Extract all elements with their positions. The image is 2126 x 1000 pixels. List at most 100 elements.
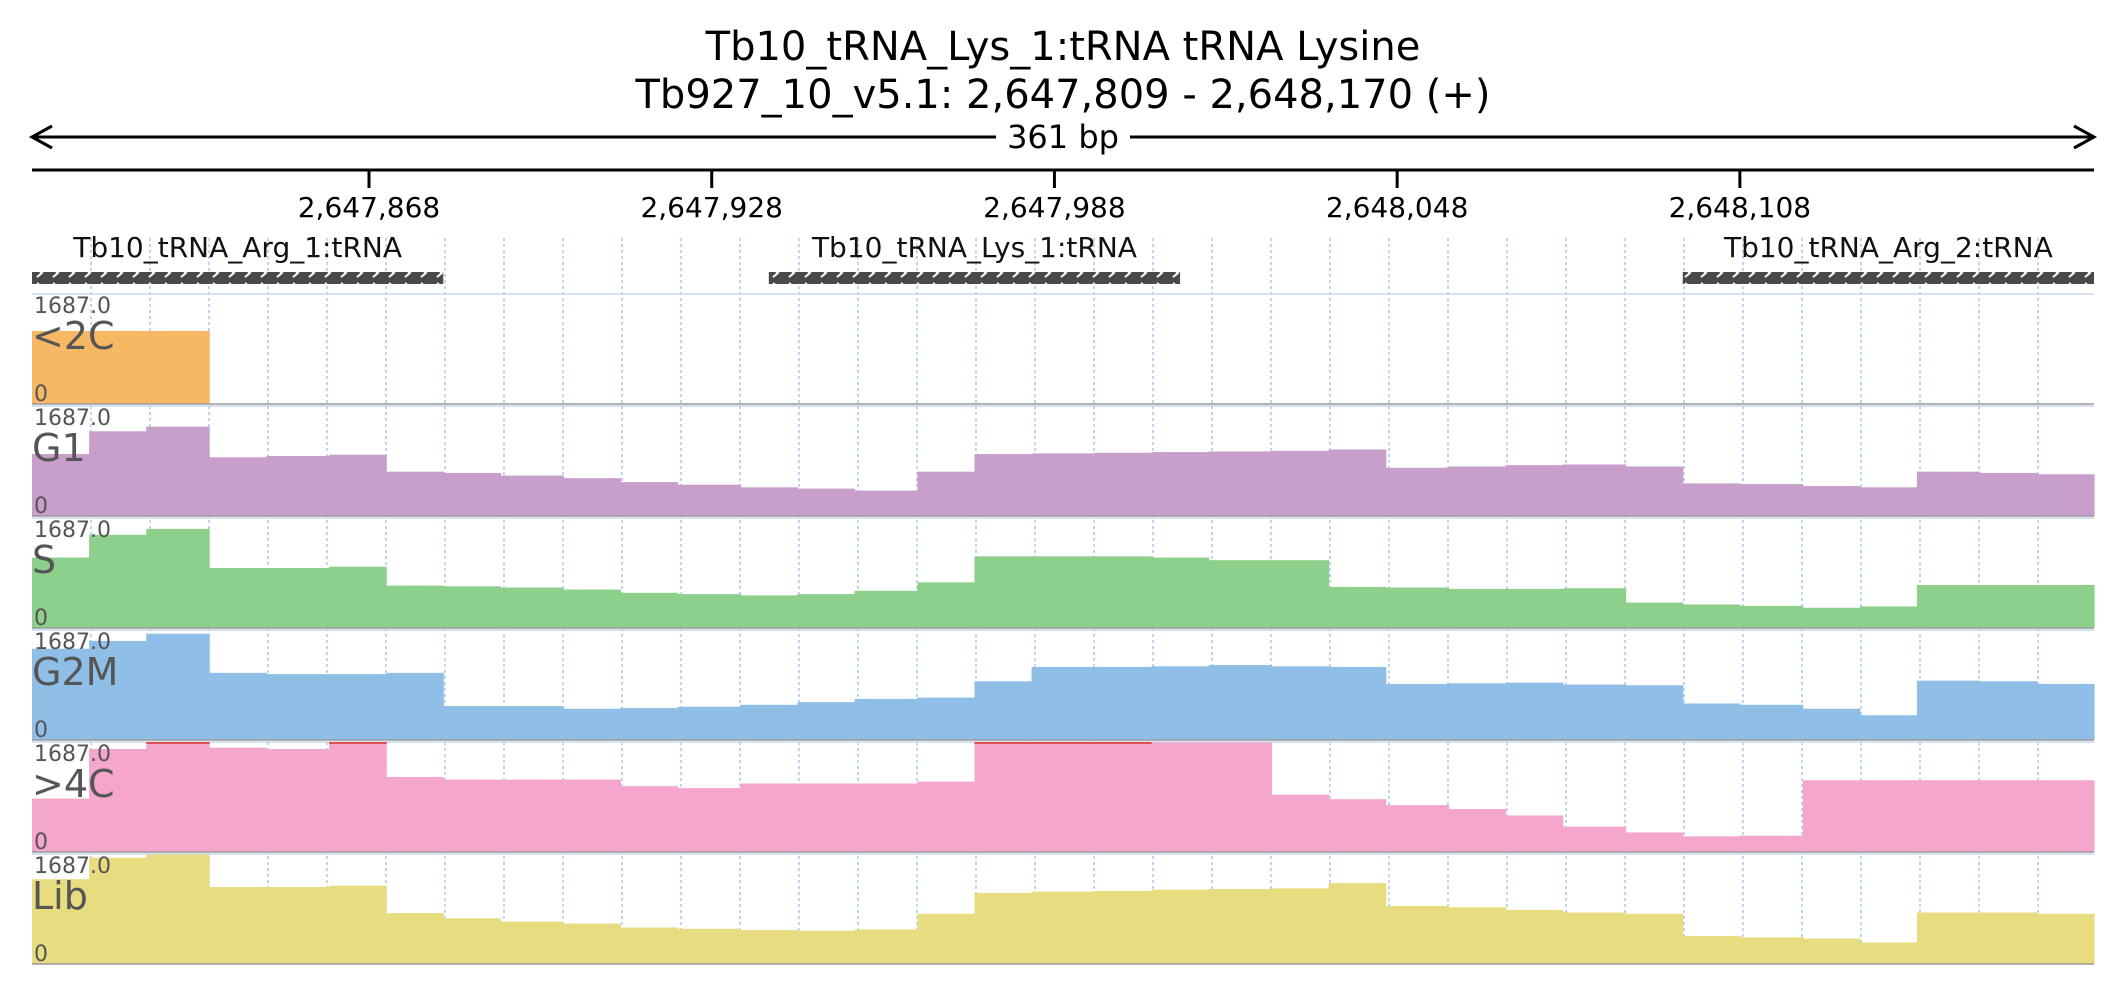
coverage-bar [89, 857, 147, 964]
coverage-bar [1208, 742, 1273, 852]
coverage-bar [974, 556, 1033, 628]
coverage-bar [740, 930, 798, 964]
coverage-bar [32, 879, 90, 964]
coverage-bar [1271, 560, 1330, 628]
coverage-bar [2036, 474, 2095, 516]
coverage-bar [1625, 832, 1684, 852]
coverage-bar [1448, 466, 1507, 516]
coverage-bar [1979, 681, 2038, 740]
coverage-bar [89, 748, 147, 852]
coverage-bar [209, 747, 267, 852]
feature-item[interactable]: Tb10_tRNA_Arg_2:tRNA [1682, 231, 2094, 284]
coverage-bar [917, 582, 976, 628]
coverage-bar [1328, 799, 1387, 852]
track-name: S [32, 538, 56, 582]
coverage-bar [1802, 708, 1861, 740]
coverage-bar [386, 777, 444, 852]
coverage-bar [209, 457, 267, 516]
coverage-bar [1625, 685, 1684, 740]
coverage-bar [32, 648, 90, 740]
coverage-bar [1505, 909, 1564, 964]
coverage-bar [1739, 484, 1804, 516]
coverage-bar [1385, 467, 1450, 516]
coverage-bar [1151, 666, 1210, 740]
feature-track: Tb10_tRNA_Arg_1:tRNA Tb10_tRNA_Lys_1:tRNA… [32, 231, 2094, 284]
coverage-bar [1094, 556, 1153, 628]
feature-item[interactable]: Tb10_tRNA_Arg_1:tRNA [32, 231, 444, 284]
coverage-bar [1271, 888, 1330, 964]
tick-label: 2,647,868 [298, 191, 441, 224]
coverage-bar [1916, 471, 1981, 516]
coverage-bar [146, 330, 210, 404]
coverage-bar [2036, 683, 2095, 740]
clip-marker [146, 742, 210, 744]
coverage-bar [917, 781, 976, 852]
coverage-bar [677, 706, 741, 740]
coverage-bar [1739, 937, 1804, 964]
coverage-bar [146, 742, 210, 852]
coverage-bar [443, 706, 501, 740]
track-max-label: 1687.0 [34, 854, 111, 879]
coverage-bar [1208, 889, 1273, 964]
coverage-bar [89, 330, 147, 404]
clip-marker [974, 742, 1033, 744]
track-max-label: 1687.0 [34, 630, 111, 655]
coverage-bar [1979, 584, 2038, 628]
coverage-bar [1859, 942, 1918, 964]
coverage-bar [1505, 815, 1564, 852]
feature-label: Tb10_tRNA_Arg_2:tRNA [1723, 231, 2053, 264]
feature-item[interactable]: Tb10_tRNA_Lys_1:tRNA [768, 231, 1181, 284]
coverage-bar [32, 557, 90, 628]
coverage-bar [620, 708, 679, 740]
coverage-bar [917, 913, 976, 964]
track-max-label: 1687.0 [34, 406, 111, 431]
coverage-bar [563, 589, 621, 628]
track-name: >4C [32, 762, 115, 806]
coverage-bar [1328, 586, 1387, 628]
coverage-bar [1916, 680, 1981, 740]
coverage-bar [89, 431, 147, 516]
coverage-bar [1094, 890, 1153, 964]
coverage-bar [443, 779, 501, 852]
coverage-bar [89, 640, 147, 740]
coverage-bar [620, 482, 679, 516]
coverage-bar [1802, 780, 1861, 852]
coverage-bar [1328, 449, 1387, 516]
strand-arrows [768, 272, 1181, 284]
track-max-label: 1687.0 [34, 518, 111, 543]
coverage-bar [1151, 452, 1210, 516]
track-zero-label: 0 [34, 718, 48, 743]
coverage-bar [1802, 607, 1861, 628]
coverage-bar [917, 697, 976, 740]
coverage-bar [1979, 912, 2038, 964]
coverage-bar [797, 783, 856, 852]
coverage-bar [620, 927, 679, 964]
coverage-bar [1094, 742, 1153, 852]
coverage-bar [917, 471, 976, 516]
coverage-bar [1031, 666, 1096, 740]
coverage-bar [32, 798, 90, 852]
coverage-bar [740, 487, 798, 516]
coverage-bar [1385, 587, 1450, 628]
track-name: G2M [32, 650, 118, 694]
coverage-bar [1682, 836, 1741, 852]
track-2c: 1687.0<2C 0 [32, 293, 2094, 407]
coverage-bar [266, 568, 330, 628]
coverage-bar [563, 708, 621, 740]
coverage-bar [2036, 913, 2095, 964]
coverage-bar [974, 892, 1033, 964]
coverage-bar [1505, 465, 1564, 516]
coverage-bar [1448, 808, 1507, 852]
tick-label: 2,647,988 [983, 191, 1126, 224]
track-zero-label: 0 [34, 494, 48, 519]
coverage-bar [854, 590, 918, 628]
coverage-bar [854, 783, 918, 852]
coverage-bar [1208, 665, 1273, 740]
coverage-bar [1682, 703, 1741, 740]
coverage-bar [1682, 483, 1741, 516]
coverage-bar [1859, 487, 1918, 516]
coverage-bar [209, 568, 267, 628]
coverage-bar [386, 672, 444, 740]
